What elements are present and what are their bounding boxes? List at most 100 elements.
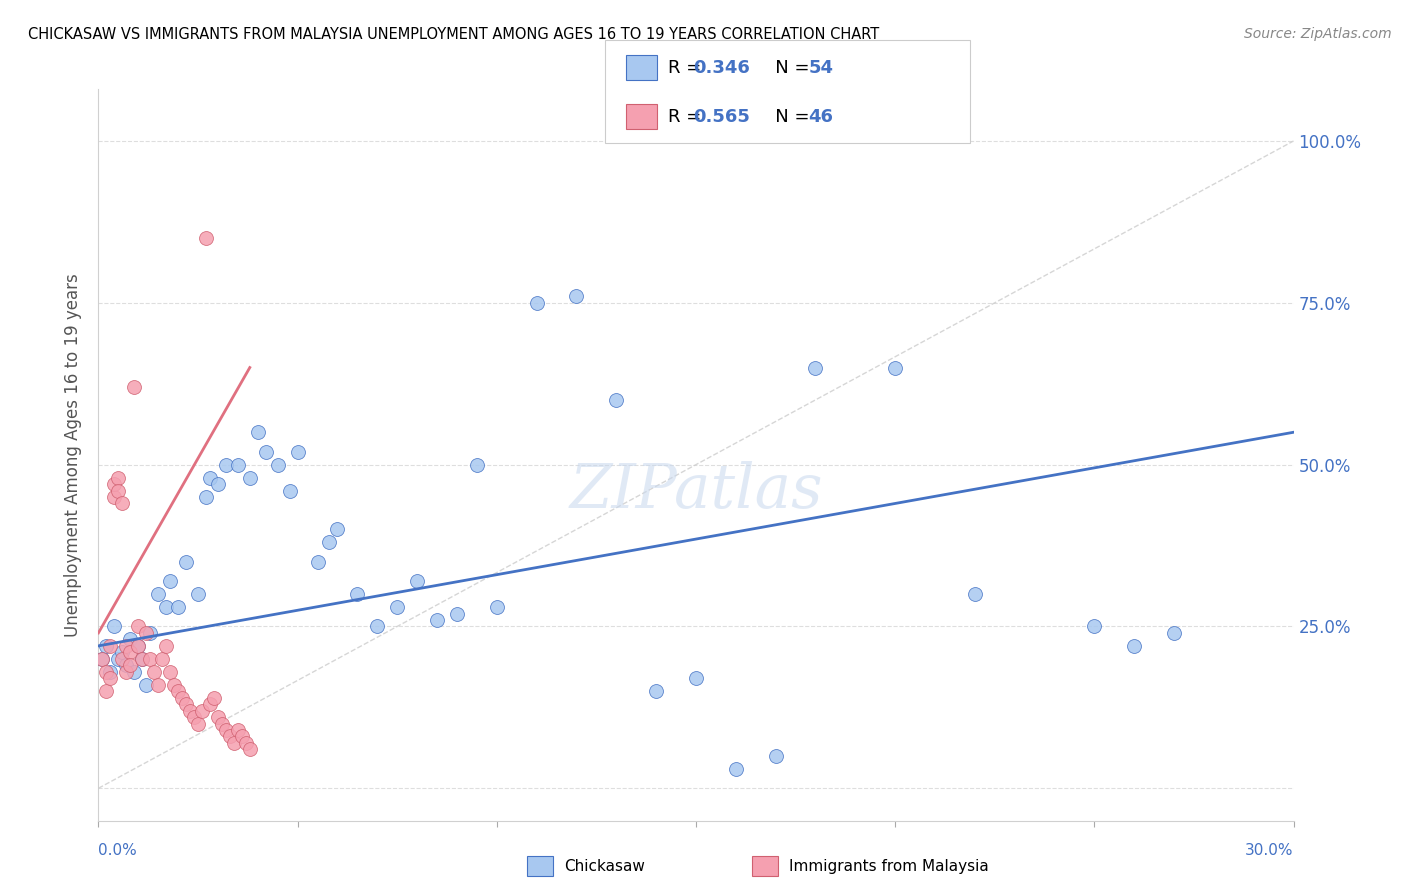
Text: 0.565: 0.565 [693, 108, 749, 126]
Point [120, 645, 142, 659]
Point [804, 360, 827, 375]
Point [139, 626, 162, 640]
Point [1123, 639, 1146, 653]
Point [107, 470, 129, 484]
Point [103, 477, 125, 491]
Point [406, 574, 429, 589]
Text: 0.346: 0.346 [693, 59, 749, 77]
Point [198, 697, 221, 711]
Point [139, 652, 162, 666]
Point [131, 652, 153, 666]
Point [100, 639, 122, 653]
Point [124, 380, 146, 394]
Point [239, 470, 262, 484]
Point [100, 665, 122, 679]
Point [155, 639, 177, 653]
Point [107, 483, 129, 498]
Point [884, 360, 907, 375]
Point [318, 535, 340, 549]
Text: ZIPatlas: ZIPatlas [569, 461, 823, 522]
Text: 30.0%: 30.0% [1246, 843, 1294, 858]
Point [124, 665, 146, 679]
Point [195, 231, 218, 245]
Point [307, 555, 329, 569]
Point [91, 652, 114, 666]
Point [155, 600, 177, 615]
Point [446, 607, 468, 621]
Point [103, 490, 125, 504]
Point [127, 619, 149, 633]
Point [127, 639, 149, 653]
Point [172, 690, 194, 705]
Text: 54: 54 [808, 59, 834, 77]
Point [183, 710, 205, 724]
Point [267, 458, 290, 472]
Point [191, 704, 214, 718]
Point [120, 632, 142, 647]
Point [235, 736, 257, 750]
Text: CHICKASAW VS IMMIGRANTS FROM MALAYSIA UNEMPLOYMENT AMONG AGES 16 TO 19 YEARS COR: CHICKASAW VS IMMIGRANTS FROM MALAYSIA UN… [28, 27, 879, 42]
Point [96, 639, 118, 653]
Point [100, 671, 122, 685]
Point [1083, 619, 1105, 633]
Point [211, 716, 233, 731]
Point [685, 671, 707, 685]
Point [426, 613, 449, 627]
Point [120, 658, 142, 673]
Point [219, 730, 242, 744]
Text: Chickasaw: Chickasaw [564, 859, 645, 873]
Point [226, 723, 249, 737]
Text: R =: R = [668, 59, 707, 77]
Point [326, 522, 349, 536]
Point [107, 652, 129, 666]
Point [202, 690, 225, 705]
Text: Immigrants from Malaysia: Immigrants from Malaysia [789, 859, 988, 873]
Point [724, 762, 747, 776]
Point [174, 697, 197, 711]
Text: 46: 46 [808, 108, 834, 126]
Point [163, 678, 186, 692]
Point [287, 444, 309, 458]
Point [215, 723, 238, 737]
Point [565, 289, 588, 303]
Point [526, 295, 548, 310]
Point [115, 658, 138, 673]
Text: N =: N = [758, 108, 815, 126]
Point [239, 742, 262, 756]
Point [174, 555, 197, 569]
Point [198, 470, 221, 484]
Point [465, 458, 488, 472]
Point [135, 678, 157, 692]
Text: N =: N = [758, 59, 815, 77]
Point [605, 392, 627, 407]
Point [159, 665, 181, 679]
Point [222, 736, 245, 750]
Point [159, 574, 181, 589]
Point [115, 665, 138, 679]
Point [167, 684, 190, 698]
Point [385, 600, 409, 615]
Point [96, 665, 118, 679]
Y-axis label: Unemployment Among Ages 16 to 19 years: Unemployment Among Ages 16 to 19 years [65, 273, 83, 637]
Point [226, 458, 249, 472]
Point [127, 639, 149, 653]
Point [207, 710, 229, 724]
Point [115, 639, 138, 653]
Point [135, 626, 157, 640]
Point [111, 645, 134, 659]
Point [187, 716, 209, 731]
Point [150, 652, 173, 666]
Text: 0.0%: 0.0% [98, 843, 138, 858]
Point [231, 730, 253, 744]
Point [167, 600, 190, 615]
Point [1163, 626, 1185, 640]
Point [96, 684, 118, 698]
Point [485, 600, 508, 615]
Point [131, 652, 153, 666]
Point [346, 587, 368, 601]
Point [765, 748, 787, 763]
Point [187, 587, 209, 601]
Point [963, 587, 986, 601]
Point [103, 619, 125, 633]
Point [148, 587, 170, 601]
